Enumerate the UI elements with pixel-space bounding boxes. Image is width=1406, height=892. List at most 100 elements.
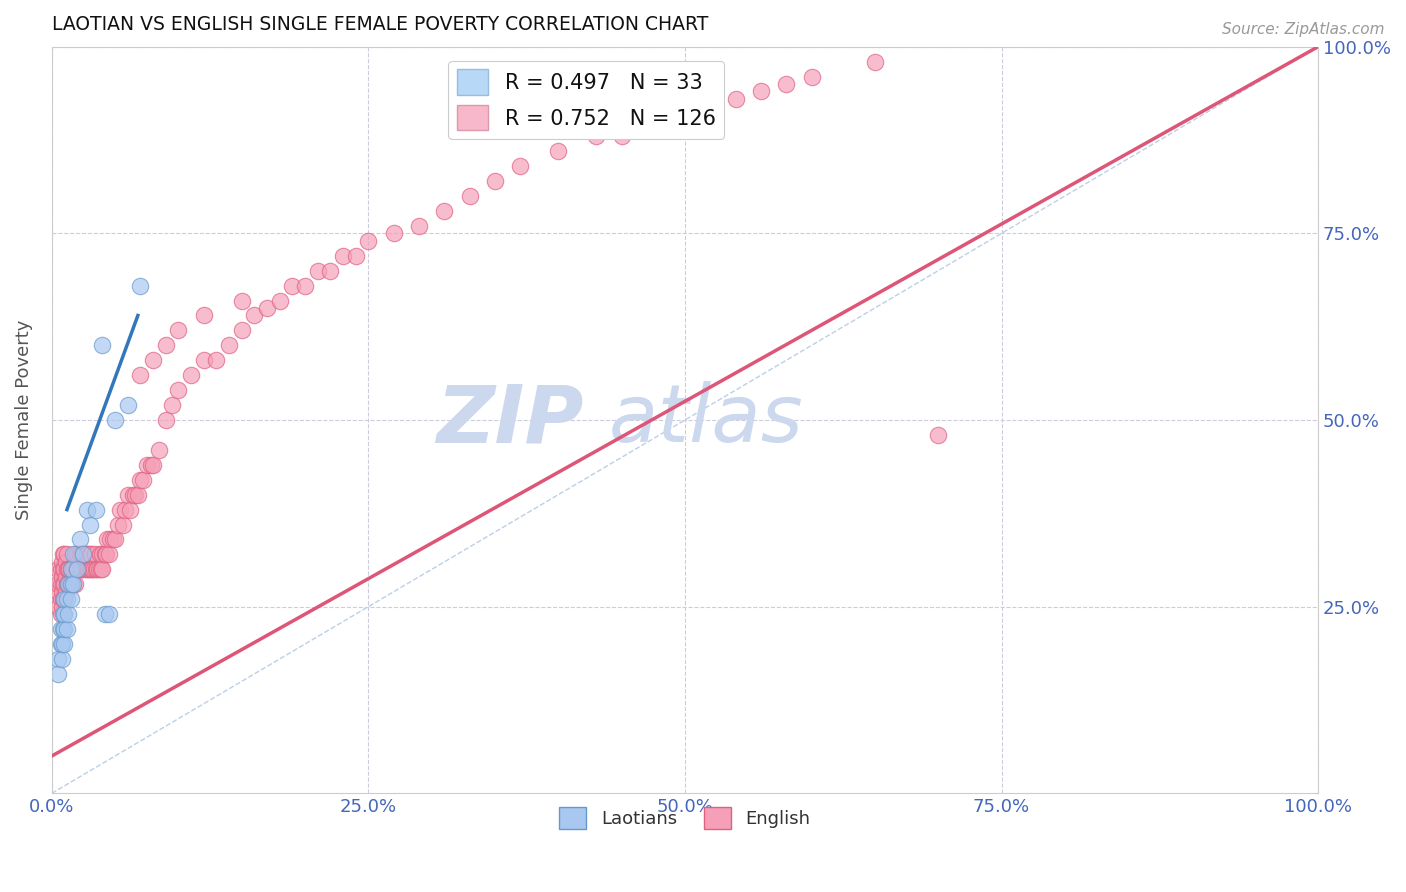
Point bbox=[218, 338, 240, 352]
Point bbox=[205, 353, 228, 368]
Point bbox=[107, 517, 129, 532]
Point bbox=[56, 592, 79, 607]
Point bbox=[97, 607, 120, 622]
Point bbox=[70, 548, 93, 562]
Point bbox=[139, 458, 162, 472]
Point bbox=[60, 562, 83, 576]
Point bbox=[56, 622, 79, 636]
Point bbox=[319, 263, 342, 277]
Point bbox=[121, 488, 143, 502]
Point bbox=[775, 77, 797, 91]
Point bbox=[332, 249, 354, 263]
Point bbox=[749, 85, 772, 99]
Point bbox=[55, 584, 77, 599]
Point bbox=[84, 502, 107, 516]
Point bbox=[60, 577, 83, 591]
Point bbox=[46, 666, 69, 681]
Point bbox=[77, 562, 100, 576]
Point bbox=[135, 458, 157, 472]
Text: ZIP: ZIP bbox=[436, 381, 583, 459]
Point bbox=[82, 562, 104, 576]
Point bbox=[193, 353, 215, 368]
Point bbox=[52, 562, 75, 576]
Point bbox=[433, 203, 456, 218]
Point bbox=[70, 562, 93, 576]
Point bbox=[49, 562, 72, 576]
Point bbox=[53, 622, 76, 636]
Point bbox=[73, 562, 96, 576]
Point bbox=[63, 577, 86, 591]
Point bbox=[408, 219, 430, 233]
Point bbox=[46, 584, 69, 599]
Point bbox=[55, 555, 77, 569]
Point bbox=[547, 145, 569, 159]
Point bbox=[58, 562, 80, 576]
Point bbox=[46, 599, 69, 614]
Point bbox=[69, 562, 91, 576]
Point bbox=[927, 428, 949, 442]
Point bbox=[66, 548, 89, 562]
Point bbox=[101, 533, 124, 547]
Point bbox=[585, 129, 607, 144]
Point bbox=[80, 548, 103, 562]
Point bbox=[53, 562, 76, 576]
Point bbox=[52, 592, 75, 607]
Legend: Laotians, English: Laotians, English bbox=[553, 800, 818, 837]
Point bbox=[94, 607, 117, 622]
Point bbox=[52, 577, 75, 591]
Point bbox=[76, 502, 98, 516]
Point bbox=[53, 592, 76, 607]
Point bbox=[58, 562, 80, 576]
Point bbox=[117, 398, 139, 412]
Text: Source: ZipAtlas.com: Source: ZipAtlas.com bbox=[1222, 22, 1385, 37]
Point bbox=[49, 577, 72, 591]
Point bbox=[129, 473, 152, 487]
Point bbox=[142, 353, 165, 368]
Point bbox=[53, 548, 76, 562]
Point bbox=[52, 607, 75, 622]
Point bbox=[79, 517, 101, 532]
Point bbox=[243, 309, 266, 323]
Point bbox=[56, 548, 79, 562]
Point bbox=[344, 249, 367, 263]
Point bbox=[62, 562, 84, 576]
Point bbox=[108, 502, 131, 516]
Point bbox=[91, 548, 114, 562]
Point bbox=[72, 548, 94, 562]
Point bbox=[155, 338, 177, 352]
Point bbox=[117, 488, 139, 502]
Point bbox=[58, 577, 80, 591]
Point bbox=[53, 592, 76, 607]
Point bbox=[67, 562, 90, 576]
Point bbox=[84, 562, 107, 576]
Point bbox=[59, 577, 82, 591]
Point bbox=[52, 548, 75, 562]
Point bbox=[70, 562, 93, 576]
Point bbox=[66, 562, 89, 576]
Point bbox=[724, 92, 747, 106]
Point bbox=[59, 562, 82, 576]
Point bbox=[49, 637, 72, 651]
Point bbox=[610, 129, 633, 144]
Point bbox=[307, 263, 329, 277]
Point bbox=[699, 99, 721, 113]
Point bbox=[46, 562, 69, 576]
Point bbox=[111, 517, 134, 532]
Point bbox=[458, 189, 481, 203]
Point bbox=[269, 293, 291, 308]
Point bbox=[87, 562, 110, 576]
Point bbox=[124, 488, 146, 502]
Point bbox=[58, 577, 80, 591]
Point bbox=[83, 548, 105, 562]
Point bbox=[69, 533, 91, 547]
Point bbox=[59, 592, 82, 607]
Y-axis label: Single Female Poverty: Single Female Poverty bbox=[15, 320, 32, 520]
Point bbox=[231, 323, 253, 337]
Point bbox=[63, 548, 86, 562]
Point bbox=[49, 592, 72, 607]
Point bbox=[509, 159, 531, 173]
Point bbox=[96, 533, 118, 547]
Point bbox=[51, 599, 73, 614]
Point bbox=[58, 607, 80, 622]
Point bbox=[294, 278, 316, 293]
